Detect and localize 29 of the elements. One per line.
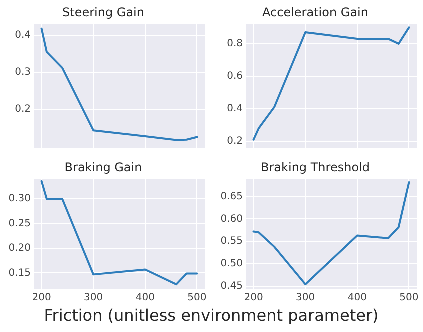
y-tick-label: 0.4 xyxy=(227,104,243,115)
x-tick-label: 200 xyxy=(244,292,264,304)
y-tick-label: 0.4 xyxy=(15,30,31,42)
x-tick-label: 400 xyxy=(348,292,367,304)
y-tick-label: 0.65 xyxy=(220,191,243,202)
chart-title: Braking Threshold xyxy=(261,160,370,174)
y-tick-label: 0.3 xyxy=(15,67,31,78)
chart-title: Braking Gain xyxy=(64,160,142,174)
x-tick-label: 300 xyxy=(296,292,316,304)
x-tick-label: 200 xyxy=(32,292,52,304)
chart-title: Steering Gain xyxy=(62,5,144,20)
y-tick-label: 0.30 xyxy=(8,194,31,205)
y-tick-label: 0.20 xyxy=(8,243,31,254)
y-tick-label: 0.55 xyxy=(220,236,243,248)
y-tick-label: 0.2 xyxy=(227,136,243,148)
y-tick-label: 0.6 xyxy=(227,71,243,82)
y-tick-label: 0.15 xyxy=(8,268,31,279)
x-tick-label: 300 xyxy=(84,292,104,304)
x-tick-label: 500 xyxy=(400,292,419,304)
y-tick-label: 0.2 xyxy=(15,104,31,116)
x-tick-label: 400 xyxy=(136,292,155,304)
y-tick-label: 0.45 xyxy=(220,280,243,292)
y-tick-label: 0.25 xyxy=(8,218,31,230)
y-tick-label: 0.60 xyxy=(220,214,243,225)
y-tick-label: 0.50 xyxy=(220,258,243,270)
x-axis-title: Friction (unitless environment parameter) xyxy=(43,306,380,325)
x-tick-label: 500 xyxy=(188,292,207,304)
y-tick-label: 0.8 xyxy=(227,38,243,50)
chart-title: Acceleration Gain xyxy=(262,5,368,20)
